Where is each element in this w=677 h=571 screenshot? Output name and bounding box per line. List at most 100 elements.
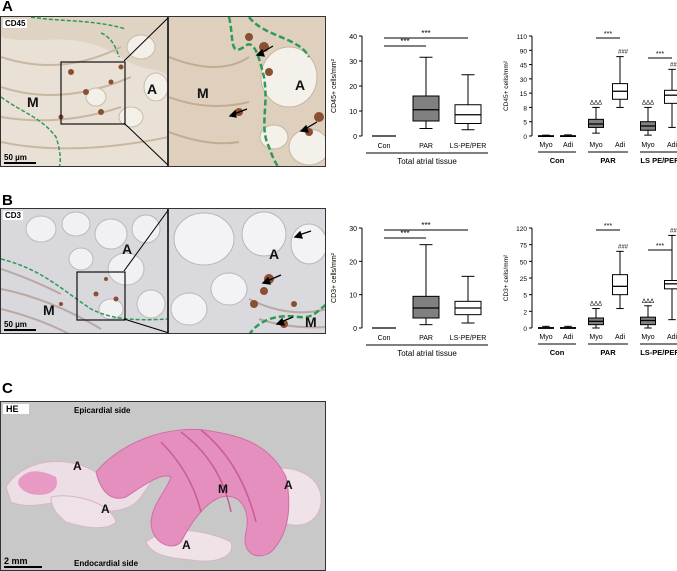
chart-a-sub-ytick-7: 110 xyxy=(517,34,528,41)
chart-b-sub-cat-3: Adi xyxy=(615,334,626,341)
chart-a-total-box-1 xyxy=(412,56,440,129)
chart-a-total-cat-0: Con xyxy=(378,143,391,150)
chart-b-total-cat-2: LS-PE/PER xyxy=(450,335,487,342)
region-label-c-5: A xyxy=(182,538,191,552)
chart-b-sub-ytick-3: 25 xyxy=(520,276,528,283)
zoom-lines-b xyxy=(123,208,170,334)
region-label-c-2: M xyxy=(218,482,228,496)
panel-label-b: B xyxy=(2,192,13,209)
micrograph-a-overview: CD45 M A 50 µm xyxy=(0,16,168,167)
chart-a-sub-box-4 xyxy=(640,106,656,136)
chart-b-sub-cat-2: Myo xyxy=(589,334,602,341)
region-label-b-4: M xyxy=(305,314,317,330)
chart-b-total-ytick-2: 20 xyxy=(349,259,357,266)
chart-a-sub-cat-3: Adi xyxy=(615,142,626,149)
chart-b-sub-ytick-5: 75 xyxy=(520,243,528,250)
region-label-a-1: M xyxy=(27,94,39,110)
chart-a-sub-ytick-6: 90 xyxy=(520,48,528,55)
region-label-a-3: M xyxy=(197,85,209,101)
chart-b-sub-cat-4: Myo xyxy=(641,334,654,341)
chart-a-sub-group-2: LS PE/PER xyxy=(640,156,677,165)
chart-a-total: 0 10 20 30 40 CD45+ cells/mm² Con PAR LS-PE/PER *… xyxy=(331,29,488,166)
chart-a-total-box-2 xyxy=(454,74,482,131)
chart-b-total-cat-0: Con xyxy=(378,335,391,342)
zoom-box-a xyxy=(60,61,126,125)
chart-b-sub-ytick-4: 50 xyxy=(520,259,528,266)
chart-b-sub-box-1 xyxy=(560,325,576,329)
chart-b-sub-group-1: PAR xyxy=(600,348,616,357)
chart-b-sub-ylabel: CD3+ cells/mm² xyxy=(503,254,510,301)
micrograph-tag-a: CD45 xyxy=(3,19,28,28)
region-label-b-3: A xyxy=(269,246,280,262)
micrograph-tag-c: HE xyxy=(3,404,29,414)
chart-a-sub-ytick-3: 15 xyxy=(520,91,528,98)
chart-a-sub-cat-0: Myo xyxy=(539,142,552,149)
region-label-c-3: A xyxy=(101,502,110,516)
chart-a-sub-cat-4: Myo xyxy=(641,142,654,149)
tissue-b-zoom xyxy=(169,209,325,333)
chart-a-sub-ytick-5: 45 xyxy=(520,63,528,70)
chart-b-total-ytick-0: 0 xyxy=(353,326,357,333)
chart-b-total-ytick-3: 30 xyxy=(349,226,357,233)
chart-a-sub-box-1 xyxy=(560,134,576,138)
chart-a-sub-group-1: PAR xyxy=(600,156,616,165)
chart-a-total-cat-2: LS-PE/PER xyxy=(450,143,487,150)
chart-a-total-sig-2: *** xyxy=(421,29,430,38)
chart-b-sub-sig-2: *** xyxy=(656,243,664,250)
micrograph-b-overview: CD3 A M 50 µm xyxy=(0,208,168,334)
chart-b-total-box-2 xyxy=(454,275,482,324)
region-label-a-2: A xyxy=(147,81,158,97)
chart-a-total-ytick-1: 10 xyxy=(349,109,357,116)
chart-a-sub-cat-2: Myo xyxy=(589,142,602,149)
chart-b-sub-hash-2: ### xyxy=(670,228,677,234)
tissue-c-he xyxy=(1,402,325,570)
region-label-c-4: A xyxy=(284,478,293,492)
chart-b-total: 0 10 20 30 CD3+ cells/mm² Con PAR LS-PE/PER *** *… xyxy=(331,221,488,358)
chart-a-total-ytick-3: 30 xyxy=(349,59,357,66)
chart-b-sub-box-4 xyxy=(640,305,656,329)
chart-a-sub-ytick-1: 5 xyxy=(523,120,527,127)
scale-bar-c: 2 mm xyxy=(4,556,42,568)
tissue-a-zoom xyxy=(169,17,325,166)
chart-b-sub-tri-1: ΔΔΔ xyxy=(590,302,602,308)
chart-a-sub-group-0: Con xyxy=(550,156,565,165)
chart-a-sub-tri-1: ΔΔΔ xyxy=(590,100,602,106)
chart-b-sub-ytick-6: 120 xyxy=(516,226,527,233)
micrograph-c: HE Epicardial side Endocardial side A M … xyxy=(0,401,326,571)
chart-a-sub-sig-2: *** xyxy=(656,51,664,58)
chart-a-sub-sig-1: *** xyxy=(604,31,612,38)
micrograph-tag-b: CD3 xyxy=(3,211,24,220)
chart-a-sub-ytick-4: 30 xyxy=(520,77,528,84)
chart-b-sub-hash-1: ### xyxy=(618,244,629,250)
chart-a-total-cat-1: PAR xyxy=(419,143,433,150)
chart-a-total-group-label: Total atrial tissue xyxy=(397,157,457,166)
chart-a-sub-cat-5: Adi xyxy=(667,142,677,149)
scale-bar-a: 50 µm xyxy=(4,153,36,164)
chart-a-sub: 0 5 8 15 30 45 90 110 CD45+ cells/mm² Myo Adi Myo Ad… xyxy=(503,31,677,165)
region-label-c-1: A xyxy=(73,459,82,473)
chart-a-sub-hash-1: ### xyxy=(618,50,629,56)
region-label-b-1: A xyxy=(122,241,133,257)
chart-b-sub-tri-2: ΔΔΔ xyxy=(642,299,654,305)
chart-a-total-sig-1: *** xyxy=(400,37,409,46)
micrograph-a-zoom: M A xyxy=(168,16,326,167)
region-label-a-4: A xyxy=(295,77,306,93)
chart-b-sub-ytick-0: 0 xyxy=(523,326,527,333)
chart-a-sub-tri-2: ΔΔΔ xyxy=(642,100,654,106)
chart-a-sub-box-2 xyxy=(588,106,604,134)
chart-b-sub-ytick-1: 2 xyxy=(523,309,527,316)
chart-a-sub-box-3 xyxy=(612,56,628,108)
chart-b-total-box-1 xyxy=(412,244,440,326)
chart-a-total-ytick-0: 0 xyxy=(353,134,357,141)
chart-b-total-sig-2: *** xyxy=(421,221,430,230)
chart-b-total-cat-1: PAR xyxy=(419,335,433,342)
chart-b-sub-box-0 xyxy=(538,325,554,329)
micrograph-b-zoom: A M xyxy=(168,208,326,334)
chart-a-total-ytick-2: 20 xyxy=(349,84,357,91)
tissue-b-overview xyxy=(1,209,167,333)
chart-a-sub-box-5 xyxy=(664,68,677,128)
chart-b-total-group-label: Total atrial tissue xyxy=(397,349,457,358)
chart-a-sub-cat-1: Adi xyxy=(563,142,574,149)
chart-b-sub-cat-0: Myo xyxy=(539,334,552,341)
